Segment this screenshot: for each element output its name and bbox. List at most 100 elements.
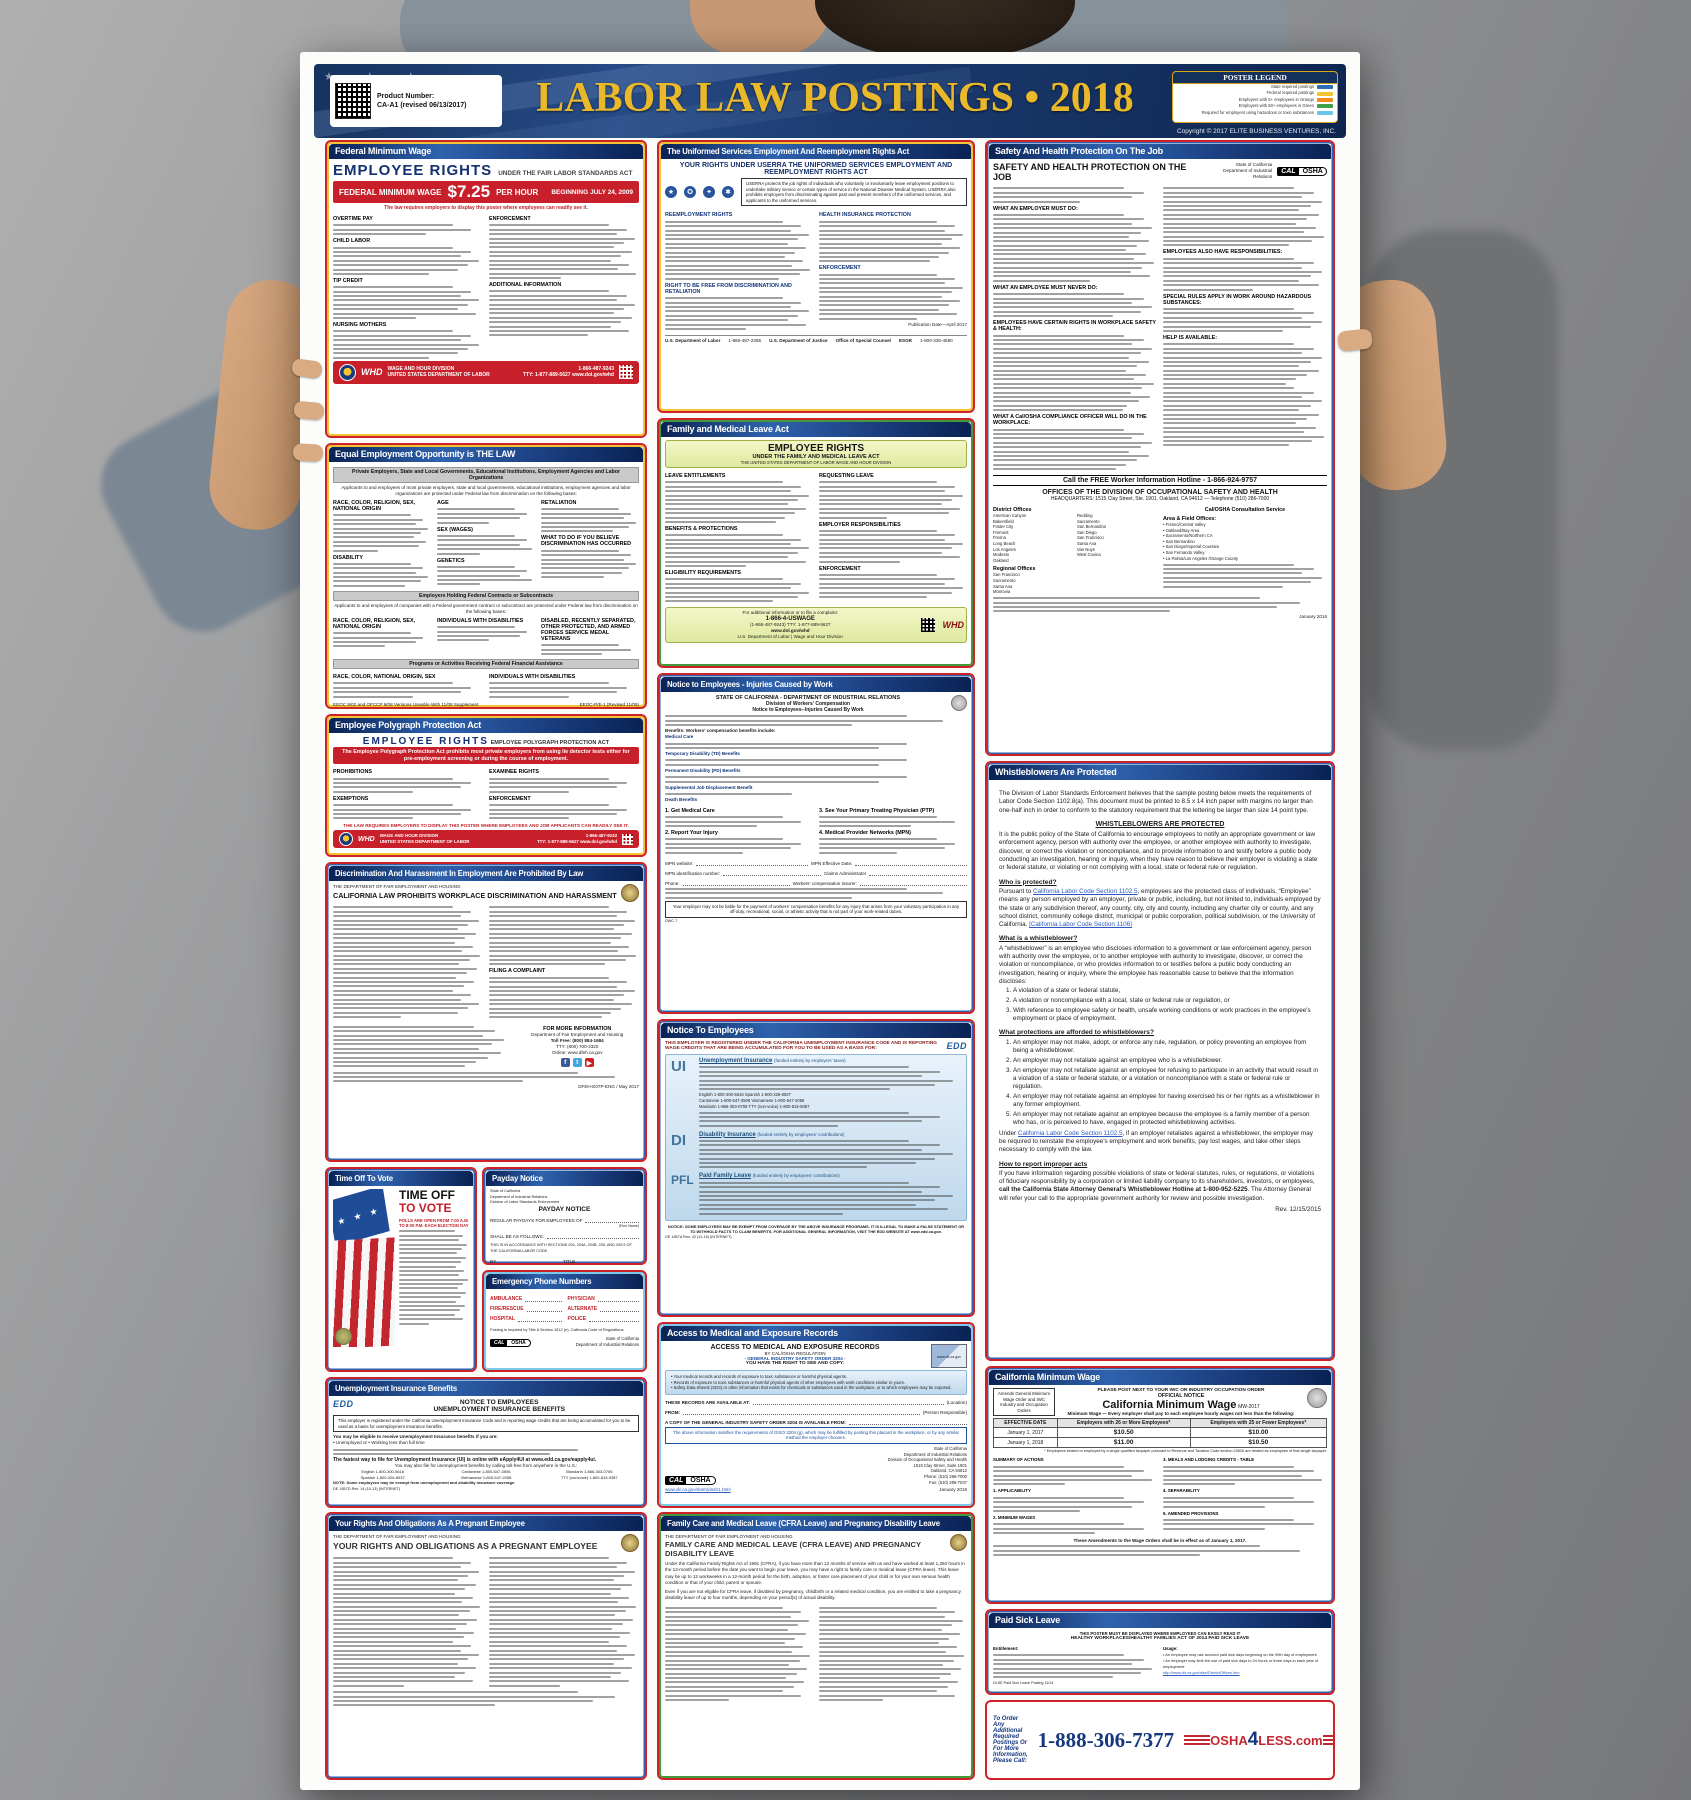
vote-big-2: TO VOTE: [399, 1201, 452, 1215]
section-fmla: Family and Medical Leave Act EMPLOYEE RI…: [657, 418, 975, 668]
body-text: [665, 534, 813, 568]
brand-4: 4: [1247, 1729, 1259, 1750]
section-title: Discrimination And Harassment In Employm…: [329, 866, 643, 881]
subhead: RACE, COLOR, RELIGION, SEX, NATIONAL ORI…: [333, 617, 416, 630]
table-cell-date: January 1, 2018: [993, 1437, 1058, 1449]
body-text: [333, 514, 431, 552]
safety-date: January 2016: [1299, 614, 1327, 620]
flsa-heading: EMPLOYEE RIGHTS: [333, 162, 493, 179]
section-title: Notice To Employees: [661, 1023, 971, 1038]
subhead: ENFORCEMENT: [489, 795, 531, 802]
wage-date: BEGINNING JULY 24, 2009: [551, 188, 633, 196]
blank-line: [578, 1258, 639, 1263]
legend-title: POSTER LEGEND: [1173, 72, 1337, 84]
subhead: REEMPLOYMENT RIGHTS: [665, 212, 733, 219]
body-text: [665, 888, 967, 899]
inj-field: Phone:: [665, 880, 680, 886]
body-text: [665, 297, 813, 330]
body-text: [665, 742, 967, 749]
subhead: ENFORCEMENT: [489, 216, 531, 222]
regional-offices-list: San Francisco Sacramento Santa Ana Monro…: [993, 572, 1020, 595]
section-title: Employee Polygraph Protection Act: [329, 718, 643, 733]
brand-osha: OSHA: [1210, 1732, 1248, 1748]
info-org: Department of Fair Employment and Housin…: [531, 1032, 624, 1038]
agency-label: ESGR: [898, 337, 912, 343]
edd-item-fund: (funded entirely by employees' contribut…: [757, 1131, 845, 1137]
psl-heading: HEALTHY WORKPLACES/HEALTHY FAMILIES ACT …: [1070, 1636, 1250, 1641]
whd-footer-bar: WHD WAGE AND HOUR DIVISION UNITED STATES …: [333, 360, 639, 384]
body-text: [489, 906, 639, 966]
body-text: [541, 508, 639, 533]
camw-footnote: * Employees treated or employed by a sin…: [1044, 1449, 1327, 1454]
section-unemployment-insurance-benefits: Unemployment Insurance Benefits EDD NOTI…: [325, 1377, 647, 1508]
whistle-a1: Pursuant to California Labor Code Sectio…: [999, 887, 1321, 929]
table-cell-wage: $11.00: [1056, 1437, 1191, 1449]
area-offices-list: • Fresno/Central Valley • Oakland/Bay Ar…: [1163, 522, 1239, 561]
whistle-q4: How to report improper acts: [999, 1160, 1088, 1168]
acc-web-link: www.dir.ca.gov/dosh/dosh1.html: [665, 1487, 731, 1493]
ui-phone-list: English 1-800-300-5616 Spanish 1-800-326…: [360, 1468, 618, 1480]
consultation-label: Cal/OSHA Consultation Service: [1204, 507, 1286, 514]
subhead: AGE: [437, 500, 449, 506]
camw-post-note: PLEASE POST NEXT TO YOUR IWC OR INDUSTRY…: [1097, 1388, 1265, 1393]
protection-item: An employer may not retaliate against an…: [1013, 1057, 1321, 1065]
whd-web: www.dol.gov/whd: [580, 839, 617, 845]
wage-amount: $7.25: [447, 182, 491, 201]
whd-logo: WHD: [942, 620, 965, 631]
flsa-subheading: UNDER THE FAIR LABOR STANDARDS ACT: [498, 170, 633, 177]
body-text: [399, 1230, 469, 1325]
body-text: [665, 776, 967, 783]
body-text: [665, 792, 967, 795]
protection-item: An employer may not retaliate against an…: [1013, 1093, 1321, 1110]
body-text: [993, 1523, 1157, 1535]
inj-liability-box: Your employer may not be liable for the …: [665, 900, 967, 918]
section-title: Time Off To Vote: [329, 1171, 473, 1186]
emergency-label: ALTERNATE: [567, 1306, 598, 1312]
legend-chip-hazard: [1317, 110, 1333, 115]
body-text: [333, 286, 483, 320]
emergency-label: POLICE: [567, 1316, 587, 1322]
subhead: REQUESTING LEAVE: [819, 473, 874, 479]
eeo-ref-right: EEOC-P/E-1 (Revised 11/09): [579, 701, 639, 707]
body-text: [993, 1654, 1157, 1679]
edd-exempt-notice: NOTICE: SOME EMPLOYEES MAY BE EXEMPT FRO…: [667, 1223, 965, 1234]
body-text: [819, 481, 967, 519]
subhead: OVERTIME PAY: [333, 216, 373, 222]
body-text: [333, 1025, 509, 1068]
body-text: [333, 330, 483, 359]
userra-heading: YOUR RIGHTS UNDER USERRA: [679, 162, 787, 169]
edd-logo: EDD: [946, 1041, 967, 1051]
osha4less-logo: OSHA 4 LESS.com: [1184, 1729, 1333, 1751]
subhead: 3. See Your Primary Treating Physician (…: [819, 807, 935, 814]
acc-date: January 2015: [939, 1487, 967, 1493]
whistle-policy: It is the public policy of the State of …: [999, 831, 1318, 872]
body-text: [699, 1066, 961, 1091]
body-text: [437, 565, 535, 586]
subhead: 4. Medical Provider Networks (MPN): [819, 830, 911, 837]
whd-footer-bar: WHD WAGE AND HOUR DIVISION UNITED STATES …: [333, 830, 639, 849]
whistle-intro: The Division of Labor Standards Enforcem…: [999, 790, 1313, 814]
inj-field: Claims Administrator: [824, 870, 867, 876]
acc-location-label: (Location): [946, 1399, 967, 1405]
subhead: RETALIATION: [541, 500, 577, 506]
body-text: [489, 804, 639, 820]
subhead: INDIVIDUALS WITH DISABILITIES: [489, 674, 576, 681]
body-text: [1163, 387, 1327, 447]
section-emergency-phone-numbers: Emergency Phone Numbers AMBULANCE FIRE/R…: [482, 1270, 647, 1372]
protection-item: An employer may not make, adopt, or enfo…: [1013, 1039, 1321, 1056]
inj-heading: Notice to Employees--Injuries Caused By …: [752, 707, 864, 713]
subhead: 2. MINIMUM WAGES: [993, 1514, 1036, 1520]
worker-hotline: Call the FREE Worker Information Hotline…: [993, 475, 1327, 487]
userra-heading2: THE UNIFORMED SERVICES EMPLOYMENT AND RE…: [764, 162, 953, 176]
whd-dept: UNITED STATES DEPARTMENT OF LABOR: [387, 372, 490, 379]
dir-website-graphic: www.dir.ca.gov: [931, 1344, 967, 1368]
labor-code-link: [California Labor Code Section 1106]: [1029, 921, 1132, 929]
section-title: Federal Minimum Wage: [329, 144, 643, 159]
subhead: BENEFITS & PROTECTIONS: [665, 525, 738, 532]
district-offices-list: American Canyon Bakersfield Foster City …: [993, 513, 1107, 563]
payday-org: State of California Department of Indust…: [490, 1189, 560, 1205]
blank-line: [525, 1296, 562, 1302]
qr-code-icon: [619, 365, 633, 380]
poster-legend: POSTER LEGEND State required postings Fe…: [1172, 71, 1338, 123]
ui-also-line: You may also file for unemployment benef…: [394, 1462, 578, 1468]
